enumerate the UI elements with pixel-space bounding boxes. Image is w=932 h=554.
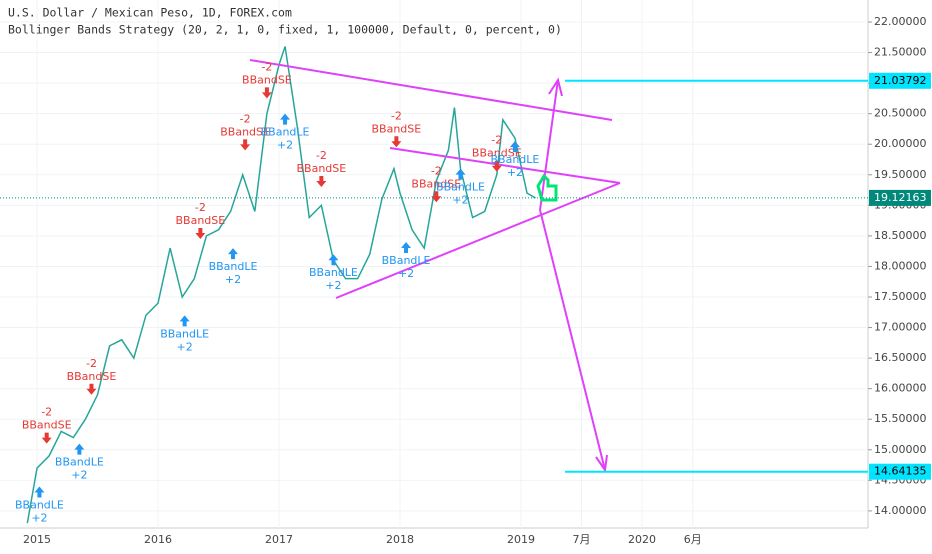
signal-qty: -2 bbox=[86, 357, 97, 370]
y-tick-label: 15.00000 bbox=[874, 443, 927, 456]
price-label: 21.03792 bbox=[874, 74, 927, 87]
y-tick-label: 14.00000 bbox=[874, 504, 927, 517]
signal-qty: +2 bbox=[71, 469, 87, 482]
signal-qty: -2 bbox=[261, 60, 272, 73]
price-label-box bbox=[869, 189, 931, 206]
y-tick-label: 20.50000 bbox=[874, 107, 927, 120]
x-tick-label: 2018 bbox=[386, 533, 414, 546]
signal-qty: +2 bbox=[177, 340, 193, 353]
drawings bbox=[249, 59, 621, 473]
signal-arrow bbox=[86, 383, 97, 395]
signal-arrow bbox=[280, 113, 291, 125]
signal-name: BBandSE bbox=[472, 147, 522, 160]
x-tick-label: 2015 bbox=[23, 533, 51, 546]
y-tick-label: 22.00000 bbox=[874, 15, 927, 28]
signal-arrow bbox=[74, 443, 85, 455]
signal-arrow bbox=[195, 227, 206, 239]
signal-arrow bbox=[401, 242, 412, 253]
signal-qty: +2 bbox=[452, 194, 468, 207]
signal-qty: -2 bbox=[195, 201, 206, 214]
signal-arrow bbox=[240, 139, 251, 151]
signal-name: BBandSE bbox=[296, 162, 346, 175]
signal-qty: -2 bbox=[41, 406, 52, 419]
signal-qty: +2 bbox=[277, 139, 293, 152]
signal-qty: -2 bbox=[240, 112, 251, 125]
signal-arrow bbox=[34, 486, 45, 498]
arrow bbox=[539, 79, 559, 211]
signal-name: BBandLE bbox=[209, 260, 258, 273]
price-line bbox=[26, 46, 536, 524]
signal-arrow bbox=[509, 141, 520, 153]
signal-qty: -2 bbox=[431, 164, 442, 177]
y-tick-label: 15.50000 bbox=[874, 412, 927, 425]
trend-line bbox=[389, 147, 621, 184]
signal-qty: -2 bbox=[391, 109, 402, 122]
y-tick-label: 17.50000 bbox=[874, 290, 927, 303]
y-tick-label: 17.00000 bbox=[874, 321, 927, 334]
signal-arrow bbox=[179, 315, 190, 327]
y-tick-label: 18.00000 bbox=[874, 259, 927, 272]
trend-line bbox=[249, 59, 613, 121]
signal-arrow bbox=[228, 248, 239, 260]
y-tick-label: 16.50000 bbox=[874, 351, 927, 364]
price-label: 19.12163 bbox=[874, 191, 927, 204]
plot bbox=[0, 0, 868, 528]
arrow-head bbox=[548, 77, 563, 97]
x-tick-label: 2020 bbox=[628, 533, 656, 546]
signal-arrow bbox=[491, 160, 502, 172]
price-label-box bbox=[869, 463, 931, 480]
trend-line bbox=[335, 182, 621, 299]
signal-name: BBandLE bbox=[55, 456, 104, 469]
signal-name: BBandLE bbox=[261, 126, 310, 139]
arrow-head bbox=[595, 454, 608, 473]
signal-qty: +2 bbox=[507, 166, 523, 179]
price-label-box bbox=[869, 72, 931, 89]
signal-qty: +2 bbox=[325, 279, 341, 292]
signal-name: BBandSE bbox=[175, 214, 225, 227]
signal-qty: -2 bbox=[316, 149, 327, 162]
y-tick-label: 19.50000 bbox=[874, 168, 927, 181]
signal-name: BBandLE bbox=[160, 327, 209, 340]
y-tick-label: 16.00000 bbox=[874, 382, 927, 395]
signal-name: BBandSE bbox=[220, 125, 270, 138]
chart-subtitle: Bollinger Bands Strategy (20, 2, 1, 0, f… bbox=[8, 23, 562, 37]
x-tick-label: 7月 bbox=[572, 533, 590, 546]
arrow bbox=[539, 209, 606, 471]
signal-name: BBandSE bbox=[411, 177, 461, 190]
signal-arrow bbox=[261, 87, 272, 99]
signal-name: BBandSE bbox=[67, 370, 117, 383]
signal-arrow bbox=[455, 168, 466, 180]
signal-qty: -2 bbox=[491, 134, 502, 147]
price-label: 14.64135 bbox=[874, 465, 927, 478]
x-tick-label: 6月 bbox=[684, 533, 702, 546]
hand-icon bbox=[536, 173, 558, 202]
x-tick-label: 2017 bbox=[265, 533, 293, 546]
signal-name: BBandLE bbox=[436, 181, 485, 194]
signal-name: BBandSE bbox=[242, 73, 292, 86]
signal-arrow bbox=[431, 191, 442, 203]
signal-arrow bbox=[328, 254, 339, 266]
chart-title: U.S. Dollar / Mexican Peso, 1D, FOREX.co… bbox=[8, 6, 292, 20]
x-tick-label: 2016 bbox=[144, 533, 172, 546]
signal-name: BBandLE bbox=[309, 266, 358, 279]
y-tick-label: 18.50000 bbox=[874, 229, 927, 242]
y-tick-label: 21.50000 bbox=[874, 46, 927, 59]
signal-arrow bbox=[41, 432, 52, 444]
signal-qty: +2 bbox=[398, 267, 414, 280]
x-tick-label: 2019 bbox=[507, 533, 535, 546]
signal-qty: +2 bbox=[31, 511, 47, 524]
signal-name: BBandSE bbox=[372, 122, 422, 135]
signal-arrow bbox=[316, 176, 327, 187]
signal-name: BBandLE bbox=[382, 254, 431, 267]
signal-name: BBandSE bbox=[22, 419, 72, 432]
signal-name: BBandLE bbox=[15, 498, 64, 511]
signal-name: BBandLE bbox=[491, 153, 540, 166]
y-tick-label: 20.00000 bbox=[874, 137, 927, 150]
signal-arrow bbox=[391, 136, 402, 148]
signal-qty: +2 bbox=[225, 273, 241, 286]
